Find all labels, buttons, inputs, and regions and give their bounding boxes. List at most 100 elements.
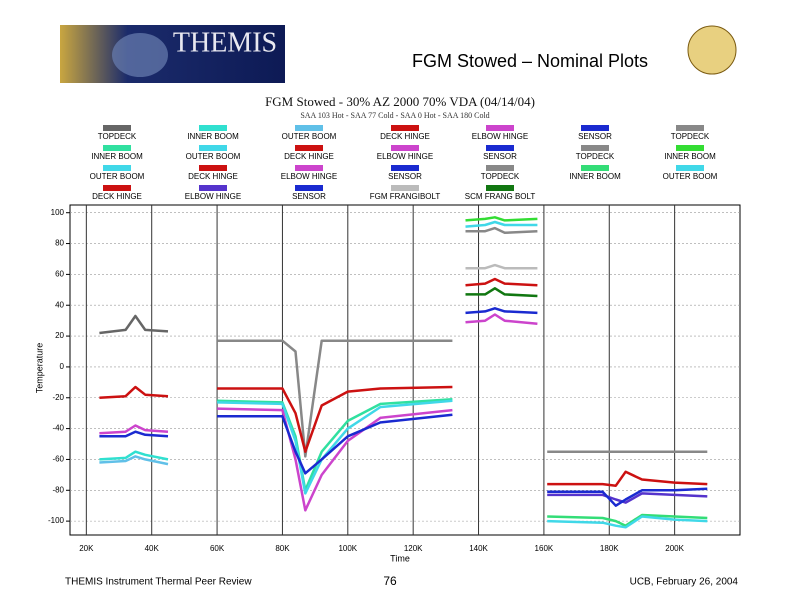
y-tick-label: 20 (55, 331, 64, 340)
legend-swatch (581, 125, 609, 131)
y-tick-label: 80 (55, 239, 64, 248)
series-line (217, 413, 453, 475)
chart-title: FGM Stowed - 30% AZ 2000 70% VDA (04/14/… (265, 94, 535, 109)
legend-label: OUTER BOOM (90, 172, 145, 181)
logo (60, 25, 285, 83)
series-line (99, 385, 169, 400)
legend-swatch (295, 125, 323, 131)
series-line (99, 450, 169, 461)
legend-label: INNER BOOM (664, 152, 716, 161)
series-line (465, 263, 538, 270)
legend-swatch (581, 165, 609, 171)
series-line (99, 455, 169, 466)
y-tick-label: -100 (48, 516, 65, 525)
y-tick-label: -80 (52, 485, 64, 494)
legend-label: INNER BOOM (91, 152, 143, 161)
series-line (465, 226, 538, 235)
x-tick-label: 20K (79, 544, 94, 553)
legend-label: ELBOW HINGE (472, 132, 528, 141)
legend-swatch (391, 125, 419, 131)
footer-right: UCB, February 26, 2004 (630, 577, 739, 588)
y-tick-label: 100 (51, 208, 65, 217)
legend-swatch (676, 145, 704, 151)
logo-text: THEMIS (173, 27, 277, 58)
series-line (547, 487, 708, 507)
logo-seal (687, 25, 737, 75)
x-tick-label: 40K (145, 544, 160, 553)
legend-swatch (199, 185, 227, 191)
y-tick-label: -20 (52, 393, 64, 402)
series-line (217, 339, 453, 458)
legend-label: SENSOR (483, 152, 517, 161)
logo-planet (112, 33, 168, 77)
series-line (547, 513, 708, 527)
legend-swatch (676, 165, 704, 171)
chart-subtitle: SAA 103 Hot - SAA 77 Cold - SAA 0 Hot - … (300, 111, 489, 120)
series-line (99, 314, 169, 335)
x-tick-label: 80K (275, 544, 290, 553)
legend-swatch (391, 185, 419, 191)
legend-label: DECK HINGE (92, 192, 142, 201)
legend-label: ELBOW HINGE (185, 192, 241, 201)
y-tick-label: 60 (55, 270, 64, 279)
y-tick-label: 40 (55, 300, 64, 309)
legend-label: INNER BOOM (569, 172, 621, 181)
footer-left: THEMIS Instrument Thermal Peer Review (65, 577, 252, 588)
legend-swatch (486, 165, 514, 171)
series-line (465, 277, 538, 287)
x-axis-label: Time (390, 553, 410, 563)
legend-swatch (103, 165, 131, 171)
series-line (465, 307, 538, 315)
series-line (547, 492, 708, 504)
y-tick-label: -60 (52, 455, 64, 464)
legend-swatch (199, 125, 227, 131)
legend-label: ELBOW HINGE (281, 172, 337, 181)
slide-title: FGM Stowed – Nominal Plots (412, 51, 648, 71)
legend-swatch (295, 145, 323, 151)
series-line (99, 430, 169, 438)
legend-swatch (581, 145, 609, 151)
legend-swatch (391, 145, 419, 151)
x-tick-label: 200K (665, 544, 684, 553)
series-line (547, 515, 708, 529)
legend-swatch (295, 165, 323, 171)
legend-label: OUTER BOOM (282, 132, 337, 141)
legend-label: FGM FRANGIBOLT (370, 192, 441, 201)
legend-label: SENSOR (578, 132, 612, 141)
series-line (465, 287, 538, 298)
legend-label: SCM FRANG BOLT (465, 192, 536, 201)
legend-swatch (295, 185, 323, 191)
legend-swatch (486, 185, 514, 191)
series-line (217, 399, 453, 495)
legend-swatch (103, 125, 131, 131)
series-line (465, 216, 538, 222)
legend-label: TOPDECK (98, 132, 137, 141)
series-line (547, 470, 708, 487)
legend-label: OUTER BOOM (663, 172, 718, 181)
legend-label: SENSOR (292, 192, 326, 201)
x-tick-label: 160K (535, 544, 554, 553)
legend-label: SENSOR (388, 172, 422, 181)
legend-swatch (486, 125, 514, 131)
plot-frame (69, 204, 741, 536)
legend-swatch (676, 125, 704, 131)
legend-swatch (486, 145, 514, 151)
legend-label: OUTER BOOM (186, 152, 241, 161)
legend-label: TOPDECK (671, 132, 710, 141)
series-line (465, 313, 538, 325)
legend-swatch (103, 145, 131, 151)
x-tick-label: 120K (404, 544, 423, 553)
legend-label: DECK HINGE (284, 152, 334, 161)
series-line (217, 385, 453, 453)
legend-label: TOPDECK (481, 172, 520, 181)
legend-swatch (199, 145, 227, 151)
page-number: 76 (383, 574, 397, 588)
legend-label: INNER BOOM (187, 132, 239, 141)
x-tick-label: 60K (210, 544, 225, 553)
legend-label: DECK HINGE (188, 172, 238, 181)
legend-label: ELBOW HINGE (377, 152, 433, 161)
legend-label: TOPDECK (576, 152, 615, 161)
series-line (465, 220, 538, 228)
y-axis-label: Temperature (34, 343, 44, 394)
